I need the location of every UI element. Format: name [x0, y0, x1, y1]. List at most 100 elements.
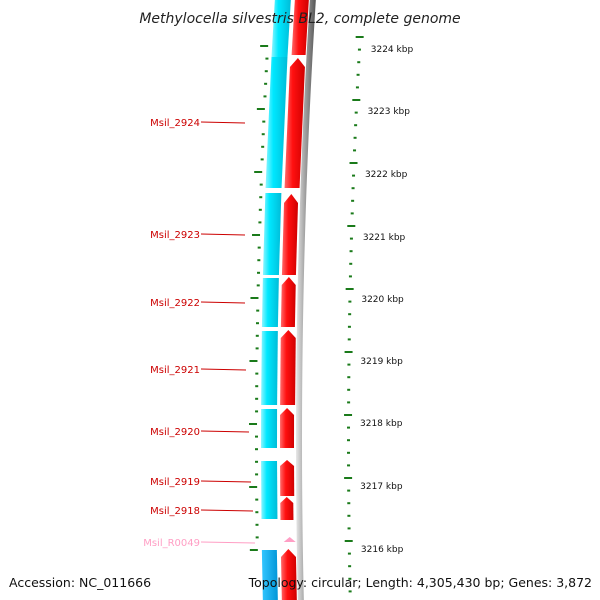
scale-tick — [355, 86, 359, 89]
scale-tick — [261, 145, 265, 148]
scale-tick — [347, 514, 351, 517]
scale-tick — [347, 363, 351, 366]
scale-tick — [344, 477, 353, 479]
scale-tick — [249, 423, 258, 425]
scale-tick — [255, 347, 259, 350]
reverse-band-segment — [261, 331, 278, 405]
scale-tick — [348, 275, 352, 278]
scale-tick — [357, 61, 361, 64]
forward-gene-arrow — [291, 0, 309, 55]
kbp-label: 3224 kbp — [371, 45, 414, 55]
gene-label-leader — [200, 480, 252, 483]
scale-tick — [347, 502, 351, 505]
scale-tick — [259, 183, 263, 186]
scale-tick — [255, 397, 259, 400]
gene-label-leader — [200, 541, 256, 544]
scale-tick — [345, 288, 354, 290]
gene-label: Msil_2918 — [150, 506, 200, 517]
scale-tick — [255, 511, 259, 514]
gene-label: Msil_2923 — [150, 230, 200, 241]
backbone-strand — [296, 0, 316, 600]
scale-tick — [257, 271, 261, 274]
scale-tick — [265, 57, 269, 60]
scale-tick — [257, 259, 261, 262]
scale-tick — [347, 376, 351, 379]
genome-backbone — [296, 0, 316, 600]
scale-tick — [260, 45, 269, 47]
forward-gene-arrow — [280, 277, 296, 327]
gene-labels: Msil_2924 Msil_2923 Msil_2922 Msil_2921 Msil… — [143, 118, 256, 549]
scale-tick — [263, 95, 267, 98]
scale-tick — [344, 351, 353, 353]
forward-gene-arrow — [280, 408, 295, 448]
scale-tick — [347, 464, 351, 467]
map-title: Methylocella silvestris BL2, complete ge… — [139, 11, 460, 27]
scale-tick — [352, 174, 356, 177]
forward-gene-arrow — [281, 194, 299, 275]
gene-label-leader — [200, 509, 254, 512]
scale-tick — [347, 489, 351, 492]
scale-tick — [348, 565, 352, 568]
forward-gene-arrow — [280, 460, 295, 496]
scale-tick — [349, 162, 358, 164]
scale-tick — [347, 552, 351, 555]
scale-tick — [252, 234, 261, 236]
scale-tick — [255, 460, 259, 463]
scale-tick — [344, 414, 353, 416]
reverse-band-segment — [261, 278, 279, 327]
scale-tick — [258, 221, 262, 224]
outer-tick-track — [344, 36, 364, 593]
scale-tick — [349, 250, 353, 253]
scale-tick — [249, 486, 258, 488]
reverse-band-segment — [261, 461, 278, 519]
forward-gene-arrow — [280, 497, 294, 520]
scale-tick — [344, 540, 353, 542]
scale-tick — [249, 549, 258, 551]
scale-tick — [347, 426, 351, 429]
reverse-band-segment — [271, 0, 291, 57]
scale-tick — [256, 309, 260, 312]
scale-tick — [348, 577, 352, 580]
reverse-band-segment — [262, 193, 282, 275]
scale-tick — [347, 225, 356, 227]
scale-tick — [357, 48, 361, 51]
scale-tick — [260, 158, 264, 161]
reverse-band-segment — [261, 409, 278, 448]
kbp-label: 3218 kbp — [360, 419, 403, 429]
scale-tick — [352, 99, 361, 101]
scale-tick — [347, 338, 351, 341]
scale-tick — [356, 73, 360, 76]
scale-tick — [255, 410, 259, 413]
gene-label-leader — [200, 430, 250, 433]
inner-tick-track — [249, 45, 269, 551]
scale-tick — [257, 246, 261, 249]
scale-tick — [354, 124, 358, 127]
scale-tick — [256, 284, 260, 287]
gene-label-leader — [200, 301, 246, 304]
scale-tick — [349, 237, 353, 240]
reverse-band-segment — [261, 550, 278, 600]
scale-tick — [255, 435, 258, 438]
kbp-label: 3219 kbp — [360, 357, 403, 367]
scale-tick — [255, 322, 259, 325]
rna-marker — [283, 537, 296, 542]
scale-tick — [256, 108, 265, 110]
forward-gene-track — [280, 0, 309, 600]
scale-tick — [351, 187, 355, 190]
scale-tick — [264, 70, 268, 73]
scale-tick — [262, 120, 266, 123]
gene-label-leader — [200, 368, 247, 371]
kbp-scale: 3224 kbp 3223 kbp 3222 kbp 3221 kbp 3220 kbp… — [360, 45, 413, 555]
forward-gene-arrow — [280, 549, 297, 600]
kbp-label: 3222 kbp — [365, 170, 408, 180]
scale-tick — [255, 385, 259, 388]
kbp-label: 3217 kbp — [360, 482, 403, 492]
scale-tick — [347, 527, 351, 530]
scale-tick — [347, 451, 351, 454]
gene-label: Msil_2924 — [150, 118, 200, 129]
scale-tick — [349, 262, 353, 265]
scale-tick — [350, 212, 354, 215]
kbp-label: 3216 kbp — [361, 545, 404, 555]
scale-tick — [255, 536, 259, 539]
